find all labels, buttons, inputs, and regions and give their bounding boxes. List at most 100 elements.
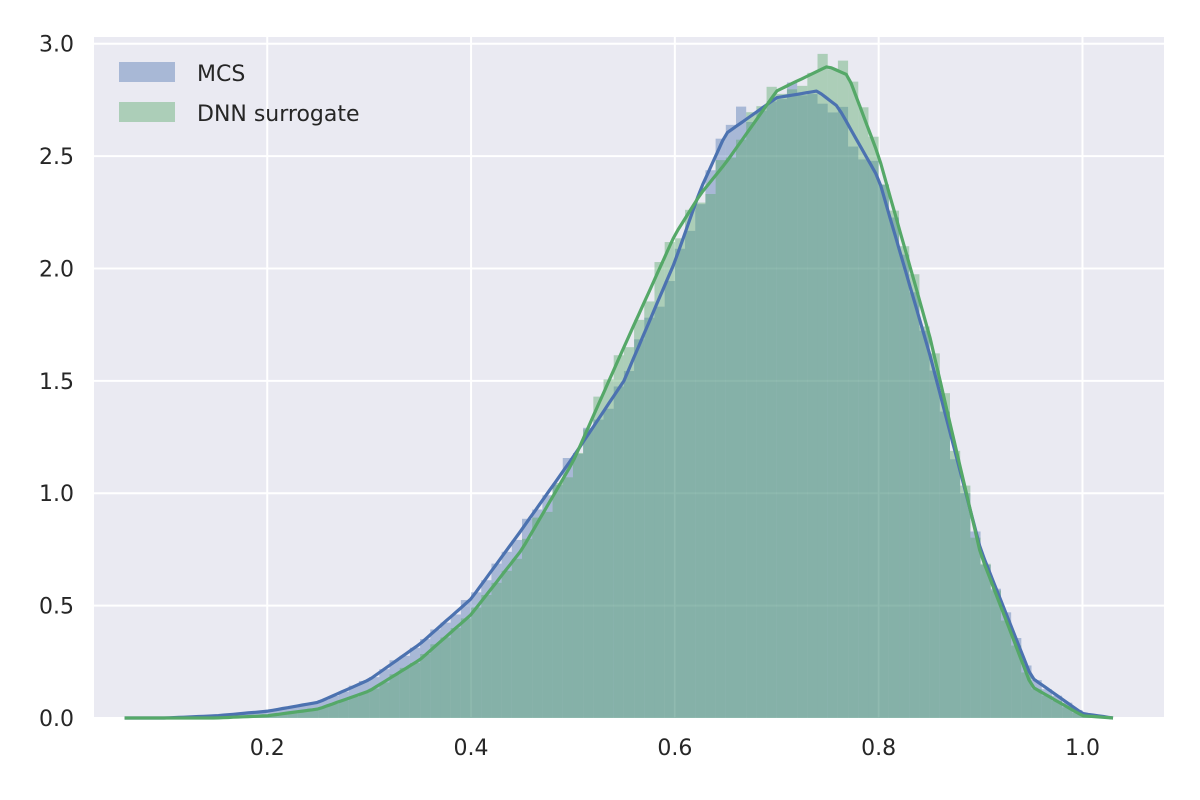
- dnn-bar: [1072, 712, 1083, 718]
- plot-area: [94, 37, 1164, 718]
- mcs-bar: [450, 614, 461, 718]
- mcs-kde-line: [124, 89, 1114, 720]
- dnn-bar: [685, 209, 696, 718]
- mcs-bar: [318, 700, 329, 718]
- x-tick-label: 1.0: [1065, 736, 1100, 761]
- mcs-bar: [868, 160, 879, 718]
- mcs-bar: [929, 370, 940, 718]
- mcs-bar: [348, 685, 359, 718]
- dnn-bar: [705, 193, 716, 719]
- dnn-bar: [277, 713, 288, 718]
- dnn-bar: [827, 69, 838, 718]
- mcs-bar: [827, 112, 838, 719]
- dnn-bar: [287, 712, 298, 718]
- y-tick-label: 1.5: [39, 370, 74, 395]
- mcs-bar: [379, 669, 390, 718]
- dnn-bar: [572, 452, 584, 718]
- kde-lines: [124, 65, 1114, 720]
- dnn-bar: [450, 628, 461, 718]
- mcs-bar: [1051, 695, 1063, 718]
- mcs-bar: [848, 146, 859, 718]
- dnn-bar: [308, 709, 319, 718]
- dnn-bar: [593, 396, 604, 718]
- mcs-bar: [990, 588, 1001, 718]
- dnn-bar: [389, 674, 400, 718]
- mcs-bar: [409, 647, 421, 718]
- mcs-bar: [389, 660, 400, 718]
- mcs-bar: [695, 204, 706, 718]
- mcs-bar: [909, 292, 920, 718]
- dnn-bar: [1011, 645, 1022, 718]
- dnn-bar: [848, 81, 859, 719]
- y-tick-label: 0.5: [39, 595, 74, 620]
- mcs-histogram: [165, 82, 1114, 719]
- mcs-bar: [552, 484, 563, 718]
- dnn-bar: [980, 563, 991, 718]
- dnn-histogram: [216, 53, 1114, 719]
- mcs-bar: [919, 330, 930, 718]
- x-tick-label: 0.4: [454, 736, 489, 761]
- mcs-legend-swatch: [119, 62, 175, 82]
- mcs-bar: [1021, 665, 1032, 718]
- dnn-bar: [420, 654, 431, 718]
- dnn-bar: [909, 274, 920, 718]
- dnn-bar: [807, 72, 818, 718]
- mcs-bar: [1041, 689, 1052, 718]
- dnn-bar: [532, 517, 543, 718]
- y-tick-label: 2.5: [39, 145, 74, 170]
- dnn-bar: [369, 688, 380, 718]
- mcs-bar: [1031, 680, 1042, 718]
- dnn-bar: [460, 618, 472, 718]
- dnn-kde-line: [124, 65, 1114, 720]
- dnn-bar: [634, 319, 645, 718]
- dnn-bar: [430, 644, 441, 718]
- dnn-bar: [888, 210, 900, 718]
- dnn-bar: [522, 538, 533, 718]
- dnn-bar: [960, 485, 971, 718]
- dnn-bar: [440, 637, 451, 718]
- dnn-bar: [471, 607, 482, 718]
- mcs-bar: [1011, 637, 1022, 718]
- dnn-bar: [348, 696, 359, 718]
- mcs-bar: [562, 457, 573, 718]
- mcs-bar: [572, 453, 584, 718]
- dnn-bar: [623, 347, 635, 718]
- mcs-legend-label: MCS: [197, 62, 245, 87]
- mcs-bar: [970, 531, 981, 718]
- mcs-bar: [878, 184, 889, 719]
- mcs-bar: [623, 371, 635, 718]
- dnn-bar: [501, 570, 512, 718]
- dnn-bar: [899, 246, 910, 718]
- dnn-bar: [562, 477, 573, 718]
- mcs-bar: [613, 386, 624, 718]
- dnn-bar: [1051, 700, 1063, 718]
- mcs-bar: [858, 159, 869, 719]
- y-axis-ticks: 0.0 0.5 1.0 1.5 2.0 2.5 3.0: [39, 33, 74, 732]
- dnn-bar: [1041, 695, 1052, 718]
- mcs-bar: [939, 411, 950, 718]
- dnn-bar: [613, 355, 624, 718]
- dnn-bar: [664, 242, 675, 718]
- mcs-bar: [766, 101, 777, 719]
- mcs-bar: [603, 408, 614, 718]
- mcs-bar: [501, 551, 512, 718]
- mcs-bar: [471, 592, 482, 718]
- dnn-bar: [603, 379, 614, 718]
- x-tick-label: 0.8: [861, 736, 896, 761]
- x-tick-label: 0.2: [250, 736, 285, 761]
- dnn-bar: [318, 706, 329, 718]
- y-tick-label: 2.0: [39, 257, 74, 282]
- mcs-bar: [369, 677, 380, 718]
- dnn-bar: [674, 238, 686, 718]
- mcs-bar: [756, 110, 767, 718]
- dnn-bar: [736, 139, 747, 719]
- dnn-bar: [1000, 620, 1012, 718]
- mcs-bar: [746, 121, 757, 718]
- dnn-bar: [776, 93, 787, 718]
- dnn-bar: [542, 511, 553, 718]
- dnn-bar: [511, 558, 522, 718]
- dnn-bar: [409, 663, 421, 718]
- dnn-bar: [491, 582, 502, 718]
- mcs-bar: [511, 539, 522, 718]
- mcs-bar: [328, 695, 339, 718]
